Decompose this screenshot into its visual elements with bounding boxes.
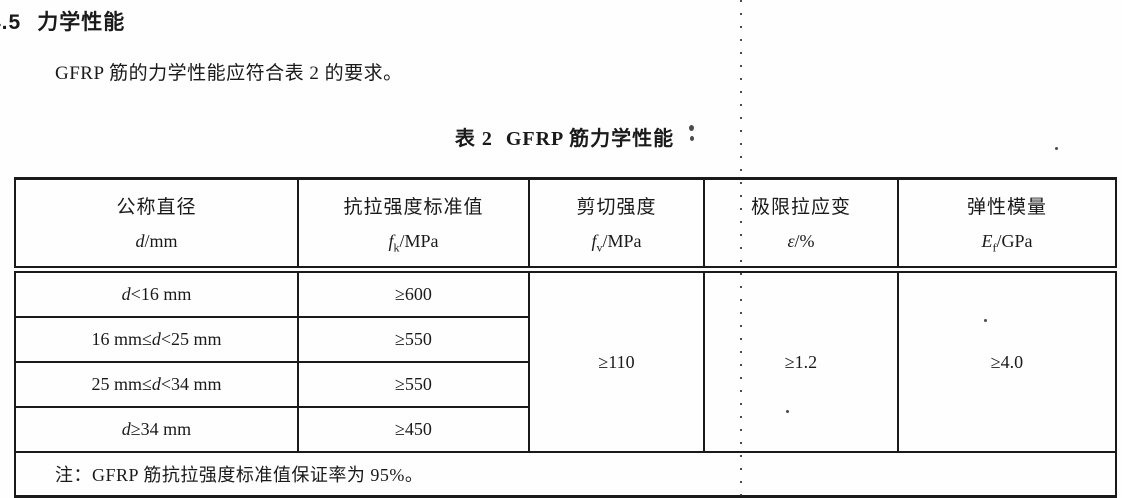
scan-speck (984, 319, 987, 322)
table-row: 25 mm≤d<34 mm ≥550 (14, 361, 1116, 408)
diameter-cell: d<16 mm (14, 268, 299, 318)
scan-speck (690, 136, 694, 141)
table-note-row: 注：GFRP 筋抗拉强度标准值保证率为 95%。 (15, 451, 1116, 498)
diameter-cell: 16 mm≤d<25 mm (14, 316, 299, 363)
scan-speck (1055, 147, 1058, 150)
table-row: d<16 mm ≥600 ≥110 ≥1.2 ≥4.0 (14, 268, 1117, 453)
table-row: 16 mm≤d<25 mm ≥550 (14, 316, 1116, 363)
section-heading: 4.5 力学性能 (0, 6, 125, 36)
table-caption-title: GFRP 筋力学性能 (505, 128, 675, 150)
elastic-modulus-cell: ≥4.0 (897, 268, 1117, 453)
table-header-row: 公称直径 d/mm 抗拉强度标准值 fk/MPa 剪切强度 fv/MPa 极限拉… (14, 177, 1117, 273)
scan-speck (786, 410, 789, 413)
diameter-cell: d≥34 mm (14, 406, 299, 453)
tensile-strength-cell: ≥450 (297, 406, 530, 453)
diameter-cell: 25 mm≤d<34 mm (14, 361, 299, 408)
tensile-strength-cell: ≥600 (297, 268, 530, 318)
table-caption-label: 表 2 (454, 128, 493, 150)
table-row: d≥34 mm ≥450 (14, 406, 1116, 453)
table-note: 注：GFRP 筋抗拉强度标准值保证率为 95%。 (15, 451, 1116, 498)
header-tensile-strength: 抗拉强度标准值 fk/MPa (297, 177, 530, 273)
header-elastic-modulus: 弹性模量 Ef/GPa (897, 177, 1117, 273)
section-title: 力学性能 (37, 11, 126, 34)
body-paragraph: GFRP 筋的力学性能应符合表 2 的要求。 (55, 63, 403, 84)
header-shear-strength: 剪切强度 fv/MPa (528, 177, 705, 273)
table-caption: 表 2 GFRP 筋力学性能 (14, 122, 1115, 151)
tensile-strength-cell: ≥550 (297, 361, 530, 408)
mechanical-properties-table: 公称直径 d/mm 抗拉强度标准值 fk/MPa 剪切强度 fv/MPa 极限拉… (14, 177, 1117, 498)
tensile-strength-cell: ≥550 (297, 316, 530, 363)
scan-speck (689, 125, 694, 131)
header-ultimate-strain: 极限拉应变 ε/% (703, 177, 899, 273)
section-number: 4.5 (0, 11, 22, 34)
shear-strength-cell: ≥110 (528, 268, 705, 453)
header-nominal-diameter: 公称直径 d/mm (14, 177, 299, 273)
ultimate-strain-cell: ≥1.2 (703, 268, 899, 453)
